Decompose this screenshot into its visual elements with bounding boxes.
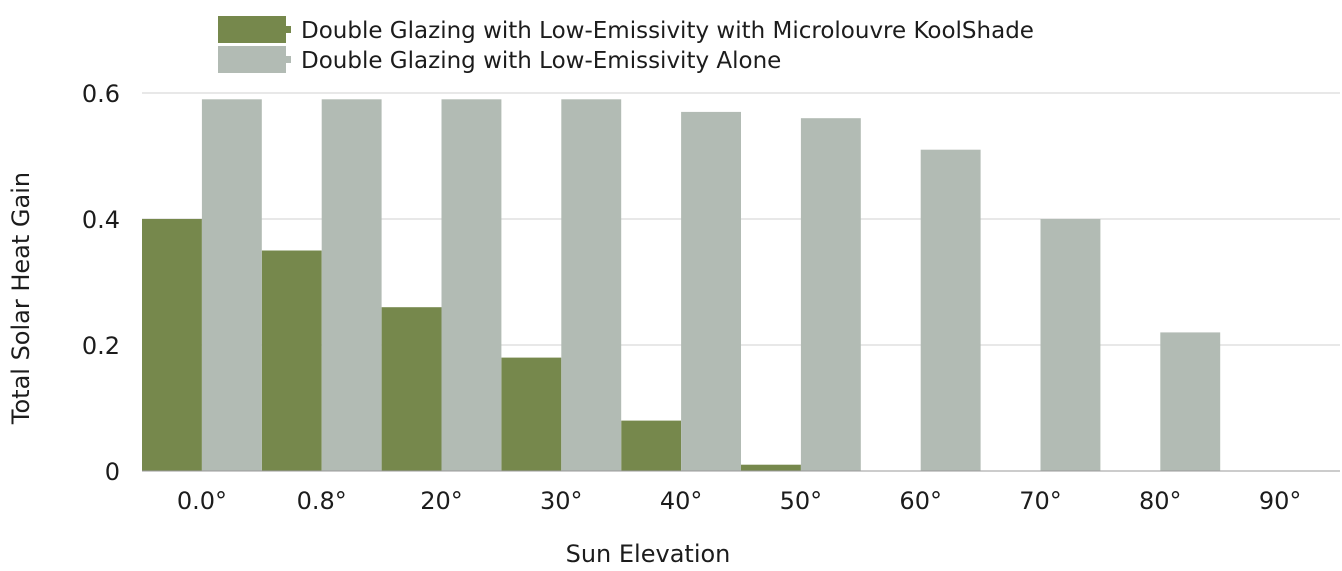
x-tick-label: 0.0° bbox=[177, 487, 227, 515]
y-tick-label: 0.2 bbox=[82, 332, 120, 360]
legend-marker-series-1 bbox=[286, 26, 291, 33]
x-tick-label: 50° bbox=[780, 487, 823, 515]
x-tick-label: 30° bbox=[540, 487, 583, 515]
legend-swatch-series-2 bbox=[218, 46, 286, 73]
legend-label-series-2: Double Glazing with Low-Emissivity Alone bbox=[301, 48, 781, 74]
bar-series-2 bbox=[321, 99, 382, 472]
bar-series-2 bbox=[201, 99, 262, 472]
bar-series-1 bbox=[261, 250, 322, 471]
axes: 0 0.2 0.4 0.6 0.0° 0.8° 20° 30° 40° 50° 60° 70° 80° 9… bbox=[82, 80, 1340, 515]
y-axis-title: Total Solar Heat Gain bbox=[7, 172, 35, 425]
x-axis-title: Sun Elevation bbox=[566, 540, 731, 567]
bar-series-2 bbox=[800, 118, 861, 471]
bar-series-2 bbox=[920, 149, 981, 471]
x-tick-label: 20° bbox=[420, 487, 463, 515]
bars bbox=[142, 99, 1221, 472]
bar-series-1 bbox=[741, 464, 801, 471]
bar-series-2 bbox=[561, 99, 622, 472]
bar-series-1 bbox=[381, 307, 442, 471]
legend-swatch-series-1 bbox=[218, 16, 286, 43]
y-tick-label: 0.4 bbox=[82, 206, 120, 234]
y-tick-label: 0 bbox=[105, 458, 120, 486]
bar-series-2 bbox=[681, 111, 741, 472]
legend-marker-series-2 bbox=[286, 56, 291, 63]
bar-series-1 bbox=[621, 420, 682, 471]
bar-series-1 bbox=[142, 219, 202, 471]
legend-label-series-1: Double Glazing with Low-Emissivity with … bbox=[301, 18, 1034, 44]
x-tick-label: 0.8° bbox=[297, 487, 347, 515]
x-tick-label: 90° bbox=[1259, 487, 1302, 515]
bar-series-2 bbox=[1160, 332, 1221, 471]
x-tick-label: 70° bbox=[1019, 487, 1062, 515]
legend: Double Glazing with Low-Emissivity with … bbox=[218, 16, 1034, 74]
x-tick-label: 60° bbox=[899, 487, 942, 515]
x-tick-label: 80° bbox=[1139, 487, 1182, 515]
bar-series-2 bbox=[441, 99, 502, 472]
y-tick-label: 0.6 bbox=[82, 80, 120, 108]
x-tick-label: 40° bbox=[660, 487, 703, 515]
bar-series-1 bbox=[501, 357, 562, 471]
bar-series-2 bbox=[1040, 219, 1101, 471]
